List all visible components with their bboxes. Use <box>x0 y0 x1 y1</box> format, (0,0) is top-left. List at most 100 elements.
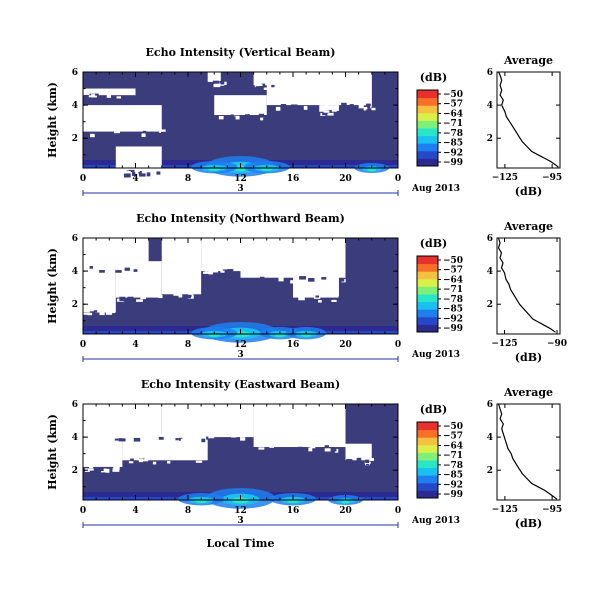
speckle <box>91 97 98 100</box>
speckle <box>83 314 88 318</box>
colorbar-tick-label: −92 <box>443 314 463 324</box>
speckle <box>368 458 374 461</box>
speckle <box>106 93 112 98</box>
no-data-gap <box>253 404 346 448</box>
speckle <box>159 129 166 133</box>
speckle <box>213 84 221 88</box>
colorbar-frame <box>416 255 439 333</box>
speckle <box>310 445 316 449</box>
speckle <box>197 436 201 441</box>
speckle <box>95 438 99 441</box>
x-tick-label: 12 <box>234 174 247 184</box>
y-tick-label: 2 <box>72 134 78 144</box>
speckle <box>98 467 104 472</box>
panel-2: Echo Intensity (Northward Beam) Height (k… <box>46 212 567 364</box>
colorbar-step <box>417 437 438 446</box>
speckle <box>86 435 92 438</box>
speckle <box>318 299 322 303</box>
x-tick-label: 0 <box>395 174 401 184</box>
speckle <box>123 173 131 178</box>
x-tick-label: 16 <box>287 340 300 350</box>
speckle <box>111 310 116 314</box>
speckle <box>227 269 234 272</box>
no-data-gap <box>240 238 346 278</box>
x-tick-label: 12 <box>234 506 247 516</box>
x-tick-label: 0 <box>80 174 86 184</box>
speckle <box>290 280 297 284</box>
colorbar-step <box>417 105 438 114</box>
colorbar-step <box>417 278 438 287</box>
x-tick-label: 16 <box>287 174 300 184</box>
no-data-regions <box>83 404 374 473</box>
profile-y-tick-label: 4 <box>487 433 493 443</box>
speckle <box>261 83 266 87</box>
speckle <box>280 103 287 108</box>
x-tick-label: 0 <box>395 340 401 350</box>
colorbar-tick-label: −71 <box>443 451 463 461</box>
speckle <box>158 436 164 440</box>
y-axis-label: Height (km) <box>46 414 59 490</box>
speckle <box>140 296 147 300</box>
colorbar-tick-label: −57 <box>443 100 463 110</box>
y-tick-label: 4 <box>72 267 78 277</box>
speckle <box>310 299 317 302</box>
speckle <box>114 438 119 441</box>
speckle <box>290 104 298 109</box>
speckle <box>239 115 243 119</box>
speckle <box>365 459 370 464</box>
speckle <box>208 270 213 275</box>
colorbar-tick-label: −64 <box>443 441 463 451</box>
speckle <box>115 270 122 273</box>
y-axis-label: Height (km) <box>46 82 59 158</box>
speckle <box>308 277 315 282</box>
speckle <box>183 462 188 466</box>
colorbar-step <box>417 482 438 491</box>
profile-line <box>497 237 556 333</box>
speckle <box>131 267 136 271</box>
speckle <box>271 84 275 88</box>
speckle <box>256 84 263 87</box>
speckle <box>108 97 114 101</box>
no-data-regions <box>83 238 346 318</box>
speckle <box>230 116 236 120</box>
speckle <box>366 103 371 106</box>
speckle <box>363 110 369 113</box>
speckle <box>303 105 308 110</box>
profile-title: Average <box>503 386 553 399</box>
speckle <box>185 294 192 297</box>
colorbar-step <box>417 301 438 310</box>
colorbar-step <box>417 422 438 431</box>
speckle <box>99 312 105 316</box>
speckle <box>263 87 269 90</box>
x-tick-label: 4 <box>132 506 138 516</box>
speckle <box>259 86 264 90</box>
no-data-gap <box>115 146 162 172</box>
no-data-gap <box>161 238 202 295</box>
profile-y-tick-label: 6 <box>487 400 493 410</box>
no-data-gap <box>266 72 372 106</box>
x-tick-label: 20 <box>339 506 352 516</box>
colorbar-tick-label: −78 <box>443 461 463 471</box>
speckle <box>275 106 281 111</box>
colorbar-tick-label: −64 <box>443 109 463 119</box>
speckle <box>321 277 327 280</box>
speckle <box>112 468 120 472</box>
speckle <box>89 468 94 471</box>
speckle <box>88 95 94 98</box>
speckle <box>122 434 129 439</box>
speckle <box>204 268 211 272</box>
no-data-gap <box>161 404 254 438</box>
colorbar-label: (dB) <box>420 237 447 250</box>
colorbar-step <box>417 120 438 129</box>
speckle <box>93 310 98 313</box>
speckle <box>122 269 127 274</box>
no-data-gap <box>83 404 162 438</box>
no-data-gap <box>122 433 208 461</box>
colorbar-tick-label: −99 <box>443 490 463 500</box>
speckle <box>83 312 89 315</box>
colorbar-frame <box>416 421 439 499</box>
y-tick-label: 2 <box>72 300 78 310</box>
speckle <box>113 130 120 134</box>
speckle <box>153 298 160 301</box>
